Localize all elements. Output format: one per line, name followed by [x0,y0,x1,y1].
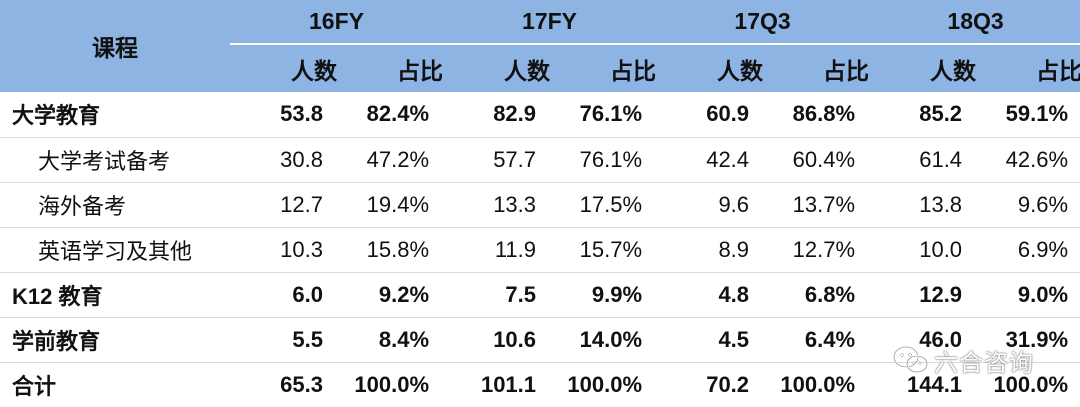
cell-share: 6.9% [976,227,1080,273]
cell-count: 13.8 [869,182,977,228]
cell-share: 76.1% [550,137,657,183]
total-row: 合计 65.3 100.0% 101.1 100.0% 70.2 100.0% … [0,362,1080,407]
cell-count: 144.1 [906,371,963,397]
header-period: 17Q3 [656,0,870,45]
table-row: 学前教育 5.5 8.4% 10.6 14.0% 4.5 6.4% 46.0 3… [0,317,1080,363]
cell-count: 12.9 [869,272,977,318]
cell-count: 70.2 [706,371,750,397]
row-label: 海外备考 [0,182,230,228]
cell-share: 100.0% [354,371,430,397]
cell-count: 53.8 [230,92,337,138]
cell-share: 9.6% [976,182,1080,228]
cell-share: 31.9% [976,317,1080,363]
cell-count: 11.9 [443,227,551,273]
cell-share: 13.7% [763,182,870,228]
cell-share: 19.4% [337,182,444,228]
cell-count: 7.5 [443,272,551,318]
header-period: 17FY [443,0,657,45]
cell-count: 9.6 [656,182,764,228]
header-share: 占比 [337,44,444,92]
cell-share: 6.8% [763,272,870,318]
row-label: 学前教育 [0,317,230,363]
cell-count: 13.3 [443,182,551,228]
watermark-text: 六合咨询 [934,349,1034,377]
header-row-metrics: 人数 占比 人数 占比 人数 占比 人数 占比 [0,44,1080,92]
cell-share: 86.8% [763,92,870,138]
row-label: 大学考试备考 [0,137,230,183]
cell-share: 82.4% [337,92,444,138]
cell-share: 15.7% [550,227,657,273]
header-course: 课程 [0,0,230,92]
header-count: 人数 [656,44,764,92]
cell-share: 100.0% [993,371,1069,397]
cell-share: 14.0% [550,317,657,363]
cell-share: 59.1% [976,92,1080,138]
cell-share: 100.0% [780,371,856,397]
cell-share: 6.4% [763,317,870,363]
header-count: 人数 [869,44,977,92]
cell-count: 4.8 [656,272,764,318]
cell-share: 100.0% [567,371,643,397]
table-row: 海外备考 12.7 19.4% 13.3 17.5% 9.6 13.7% 13.… [0,182,1080,228]
cell-count: 57.7 [443,137,551,183]
header-period: 18Q3 [869,0,1080,45]
cell-share: 8.4% [337,317,444,363]
cell-count: 30.8 [230,137,337,183]
cell-count: 6.0 [230,272,337,318]
row-label: 合计 [12,373,57,399]
cell-count: 10.6 [443,317,551,363]
cell-count: 46.0 [869,317,977,363]
header-share: 占比 [550,44,657,92]
header-row-periods: 课程 16FY 17FY 17Q3 18Q3 [0,0,1080,92]
cell-share: 60.4% [763,137,870,183]
watermark: 六合咨询 [888,340,1078,380]
cell-count: 42.4 [656,137,764,183]
cell-count: 65.3 [280,371,323,397]
table-row: 英语学习及其他 10.3 15.8% 11.9 15.7% 8.9 12.7% … [0,227,1080,273]
header-share: 占比 [976,44,1080,92]
cell-share: 42.6% [976,137,1080,183]
row-label: K12 教育 [0,272,230,318]
header-count: 人数 [443,44,551,92]
cell-share: 17.5% [550,182,657,228]
header-count: 人数 [230,44,337,92]
cell-count: 10.3 [230,227,337,273]
cell-count: 61.4 [869,137,977,183]
cell-share: 76.1% [550,92,657,138]
row-label: 英语学习及其他 [0,227,230,273]
table-row: 大学考试备考 30.8 47.2% 57.7 76.1% 42.4 60.4% … [0,137,1080,183]
cell-count: 5.5 [230,317,337,363]
cell-count: 101.1 [480,371,537,397]
header-share: 占比 [763,44,870,92]
cell-count: 8.9 [656,227,764,273]
cell-share: 9.2% [337,272,444,318]
wechat-icon [892,344,930,376]
cell-share: 9.9% [550,272,657,318]
cell-share: 12.7% [763,227,870,273]
cell-count: 82.9 [443,92,551,138]
header-period: 16FY [230,0,444,45]
table-row: K12 教育 6.0 9.2% 7.5 9.9% 4.8 6.8% 12.9 9… [0,272,1080,318]
cell-share: 15.8% [337,227,444,273]
cell-count: 60.9 [656,92,764,138]
cell-count: 12.7 [230,182,337,228]
cell-count: 10.0 [869,227,977,273]
row-label: 大学教育 [0,92,230,138]
table-row: 大学教育 53.8 82.4% 82.9 76.1% 60.9 86.8% 85… [0,92,1080,138]
cell-count: 85.2 [869,92,977,138]
cell-share: 47.2% [337,137,444,183]
cell-count: 4.5 [656,317,764,363]
cell-share: 9.0% [976,272,1080,318]
